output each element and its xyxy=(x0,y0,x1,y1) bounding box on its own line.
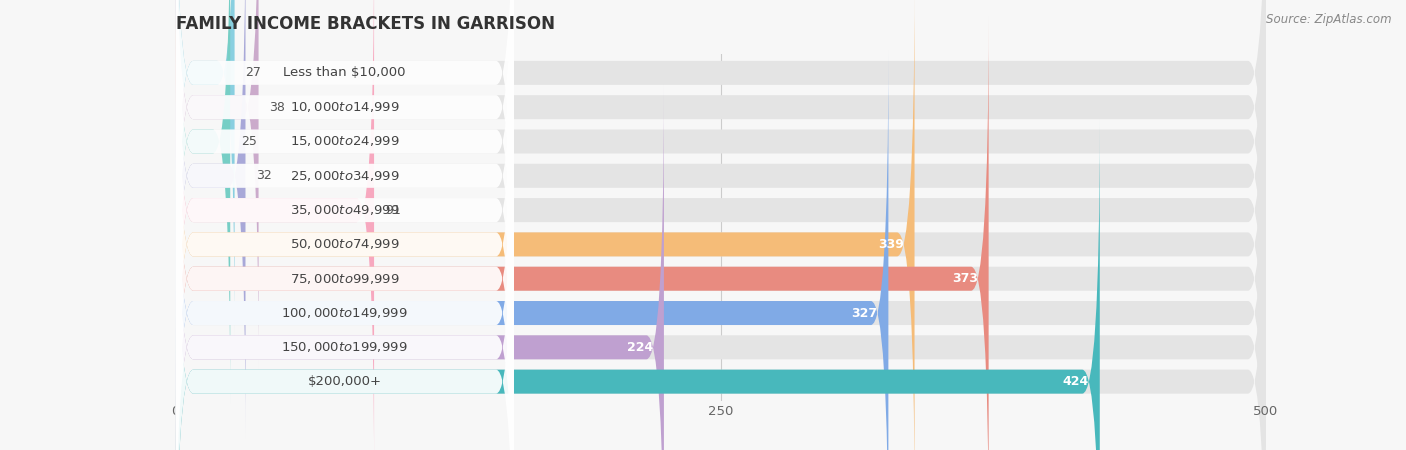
Bar xyxy=(176,330,1265,365)
Bar xyxy=(176,227,1265,261)
FancyBboxPatch shape xyxy=(176,0,1265,404)
FancyBboxPatch shape xyxy=(176,0,914,450)
Bar xyxy=(176,124,1265,159)
FancyBboxPatch shape xyxy=(176,0,1265,450)
FancyBboxPatch shape xyxy=(176,119,1265,450)
Text: 32: 32 xyxy=(256,169,273,182)
Bar xyxy=(176,296,1265,330)
Text: $100,000 to $149,999: $100,000 to $149,999 xyxy=(281,306,408,320)
Text: $50,000 to $74,999: $50,000 to $74,999 xyxy=(290,238,399,252)
FancyBboxPatch shape xyxy=(176,119,513,450)
FancyBboxPatch shape xyxy=(176,16,513,450)
FancyBboxPatch shape xyxy=(176,0,513,450)
Bar xyxy=(176,364,1265,399)
Text: Source: ZipAtlas.com: Source: ZipAtlas.com xyxy=(1267,14,1392,27)
Text: FAMILY INCOME BRACKETS IN GARRISON: FAMILY INCOME BRACKETS IN GARRISON xyxy=(176,15,555,33)
FancyBboxPatch shape xyxy=(176,0,1265,369)
FancyBboxPatch shape xyxy=(176,16,1265,450)
FancyBboxPatch shape xyxy=(176,85,513,450)
Bar xyxy=(176,193,1265,227)
Bar xyxy=(176,261,1265,296)
FancyBboxPatch shape xyxy=(176,0,231,404)
Text: 339: 339 xyxy=(877,238,904,251)
Text: 373: 373 xyxy=(952,272,977,285)
FancyBboxPatch shape xyxy=(176,0,513,438)
FancyBboxPatch shape xyxy=(176,0,259,369)
Text: 327: 327 xyxy=(852,306,877,320)
Text: 424: 424 xyxy=(1063,375,1088,388)
FancyBboxPatch shape xyxy=(176,0,1265,450)
Text: 38: 38 xyxy=(270,101,285,114)
Bar xyxy=(176,90,1265,124)
Text: $10,000 to $14,999: $10,000 to $14,999 xyxy=(290,100,399,114)
Text: 224: 224 xyxy=(627,341,652,354)
FancyBboxPatch shape xyxy=(176,0,374,450)
Text: 91: 91 xyxy=(385,203,401,216)
Text: $35,000 to $49,999: $35,000 to $49,999 xyxy=(290,203,399,217)
Text: 27: 27 xyxy=(246,66,262,79)
FancyBboxPatch shape xyxy=(176,0,235,335)
FancyBboxPatch shape xyxy=(176,119,1099,450)
FancyBboxPatch shape xyxy=(176,50,513,450)
FancyBboxPatch shape xyxy=(176,50,1265,450)
FancyBboxPatch shape xyxy=(176,85,1265,450)
Text: $75,000 to $99,999: $75,000 to $99,999 xyxy=(290,272,399,286)
FancyBboxPatch shape xyxy=(176,0,1265,438)
Text: $15,000 to $24,999: $15,000 to $24,999 xyxy=(290,135,399,148)
Bar xyxy=(176,159,1265,193)
FancyBboxPatch shape xyxy=(176,16,988,450)
FancyBboxPatch shape xyxy=(176,0,513,450)
FancyBboxPatch shape xyxy=(176,0,246,438)
Text: $200,000+: $200,000+ xyxy=(308,375,381,388)
FancyBboxPatch shape xyxy=(176,0,513,369)
FancyBboxPatch shape xyxy=(176,50,889,450)
Text: $25,000 to $34,999: $25,000 to $34,999 xyxy=(290,169,399,183)
Bar xyxy=(176,56,1265,90)
FancyBboxPatch shape xyxy=(176,0,513,404)
Text: 25: 25 xyxy=(242,135,257,148)
FancyBboxPatch shape xyxy=(176,85,664,450)
FancyBboxPatch shape xyxy=(176,0,1265,335)
FancyBboxPatch shape xyxy=(176,0,513,335)
Text: $150,000 to $199,999: $150,000 to $199,999 xyxy=(281,340,408,354)
Text: Less than $10,000: Less than $10,000 xyxy=(284,66,406,79)
